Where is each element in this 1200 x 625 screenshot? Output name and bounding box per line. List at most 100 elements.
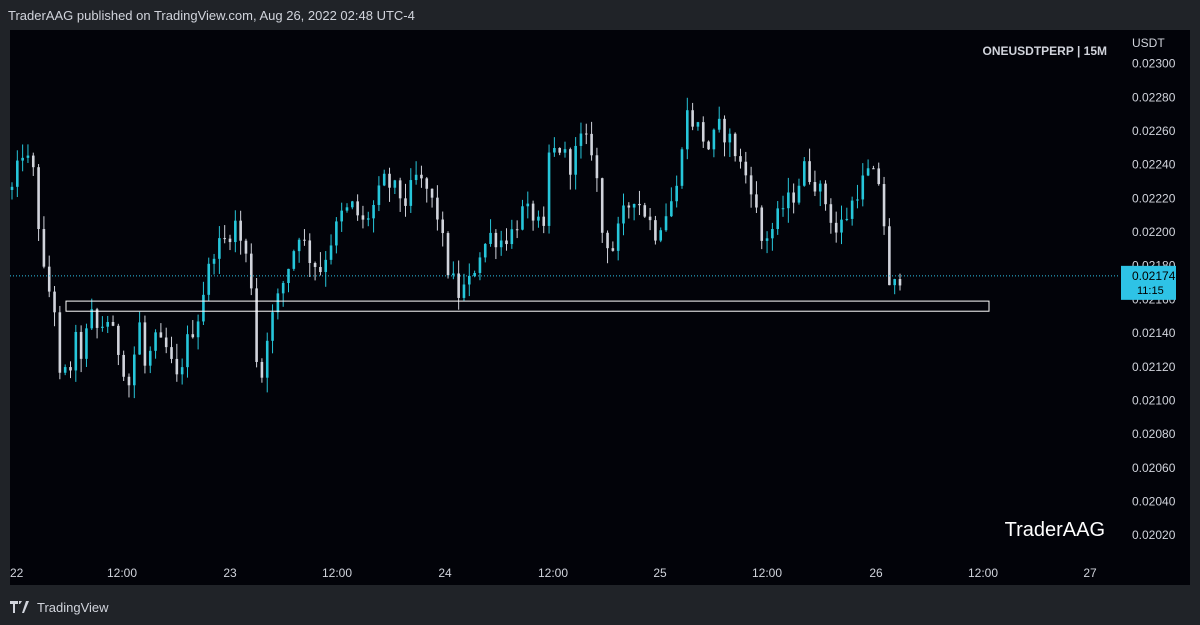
candle-body bbox=[584, 133, 588, 135]
candle-body bbox=[372, 204, 375, 219]
candle-body bbox=[733, 133, 737, 157]
last-price-value: 0.02174 bbox=[1132, 269, 1176, 283]
candle-body bbox=[127, 376, 131, 386]
candle-body bbox=[313, 263, 317, 267]
candle-body bbox=[755, 194, 758, 208]
candle-body bbox=[425, 178, 429, 189]
candle-body bbox=[436, 197, 439, 220]
candle-body bbox=[276, 293, 280, 313]
candle-body bbox=[478, 257, 482, 273]
x-tick-label: 12:00 bbox=[107, 566, 137, 580]
y-tick-label: 0.02020 bbox=[1132, 528, 1176, 542]
candle-body bbox=[457, 273, 460, 298]
candle-body bbox=[324, 259, 328, 273]
candles bbox=[10, 97, 902, 399]
candle-body bbox=[765, 238, 769, 241]
candle-body bbox=[319, 266, 322, 273]
candle-body bbox=[117, 325, 120, 355]
y-tick-label: 0.02120 bbox=[1132, 360, 1176, 374]
candle-body bbox=[893, 279, 896, 286]
y-tick-label: 0.02100 bbox=[1132, 393, 1176, 407]
candle-body bbox=[462, 284, 466, 298]
candle-body bbox=[845, 218, 849, 220]
x-tick-label: 12:00 bbox=[752, 566, 782, 580]
candle-body bbox=[489, 232, 492, 244]
candle-body bbox=[69, 367, 72, 371]
candle-body bbox=[409, 180, 413, 206]
candle-body bbox=[244, 240, 248, 254]
candle-body bbox=[207, 263, 211, 295]
candle-body bbox=[840, 219, 843, 233]
last-price-tag: 0.02174 11:15 bbox=[1121, 265, 1176, 300]
candle-body bbox=[510, 229, 514, 245]
candle-body bbox=[701, 122, 705, 142]
candle-body bbox=[265, 340, 269, 378]
candle-body bbox=[483, 243, 487, 258]
candle-body bbox=[696, 122, 700, 127]
candle-body bbox=[170, 347, 173, 359]
candle-body bbox=[186, 334, 189, 368]
candle-body bbox=[632, 203, 636, 208]
candle-body bbox=[228, 238, 232, 243]
y-tick-label: 0.02240 bbox=[1132, 158, 1176, 172]
candle-body bbox=[648, 216, 652, 221]
candle-body bbox=[377, 185, 381, 205]
candle-body bbox=[21, 157, 24, 161]
x-tick-label: 23 bbox=[223, 566, 237, 580]
candle-body bbox=[180, 367, 184, 375]
candle-body bbox=[154, 332, 157, 351]
candle-body bbox=[818, 183, 822, 192]
candle-body bbox=[329, 245, 333, 260]
candle-body bbox=[888, 226, 891, 286]
currency-label: USDT bbox=[1132, 36, 1165, 50]
candle-body bbox=[218, 238, 221, 259]
candle-body bbox=[813, 182, 817, 192]
x-tick-label: 22 bbox=[10, 566, 24, 580]
bar-countdown: 11:15 bbox=[1137, 285, 1164, 297]
candle-body bbox=[63, 367, 67, 373]
candle-body bbox=[686, 110, 689, 150]
y-tick-label: 0.02220 bbox=[1132, 191, 1176, 205]
x-tick-label: 12:00 bbox=[538, 566, 568, 580]
x-tick-label: 27 bbox=[1083, 566, 1097, 580]
candle-body bbox=[361, 215, 365, 220]
candle-body bbox=[526, 203, 530, 207]
candle-body bbox=[866, 168, 870, 176]
chart-area[interactable]: 0.02300 0.02280 0.02260 0.02240 0.02220 0.022… bbox=[10, 30, 1190, 585]
candle-body bbox=[234, 220, 237, 243]
candle-body bbox=[712, 129, 716, 150]
candle-body bbox=[850, 200, 854, 219]
candle-body bbox=[600, 178, 604, 233]
candle-body bbox=[175, 358, 179, 375]
candle-body bbox=[79, 331, 83, 359]
candle-body bbox=[856, 199, 859, 201]
candle-body bbox=[531, 203, 535, 221]
y-tick-label: 0.02280 bbox=[1132, 90, 1176, 104]
x-tick-label: 12:00 bbox=[968, 566, 998, 580]
support-zone-layer bbox=[65, 300, 990, 312]
candle-body bbox=[345, 207, 349, 211]
candle-body bbox=[771, 229, 774, 239]
y-tick-label: 0.02300 bbox=[1132, 57, 1176, 71]
candle-body bbox=[723, 118, 726, 143]
candle-body bbox=[420, 174, 423, 179]
candle-body bbox=[101, 326, 104, 328]
x-axis[interactable]: 22 12:00 23 12:00 24 12:00 25 12:00 26 12:00 27 bbox=[10, 566, 1097, 580]
candle-body bbox=[122, 354, 125, 377]
candle-body bbox=[515, 229, 519, 231]
y-tick-label: 0.02200 bbox=[1132, 225, 1176, 239]
price-chart[interactable]: 0.02300 0.02280 0.02260 0.02240 0.02220 0.022… bbox=[10, 30, 1190, 585]
candle-body bbox=[760, 207, 764, 241]
candle-body bbox=[159, 332, 163, 338]
x-tick-label: 12:00 bbox=[322, 566, 352, 580]
candle-body bbox=[16, 160, 19, 187]
candle-body bbox=[281, 283, 285, 294]
candle-body bbox=[744, 161, 748, 176]
candle-body bbox=[547, 152, 551, 226]
candle-body bbox=[191, 334, 195, 338]
x-tick-label: 26 bbox=[869, 566, 883, 580]
candle-body bbox=[590, 133, 593, 156]
candle-body bbox=[335, 221, 338, 246]
author-watermark: TraderAAG bbox=[1005, 519, 1105, 541]
candle-body bbox=[717, 118, 721, 130]
